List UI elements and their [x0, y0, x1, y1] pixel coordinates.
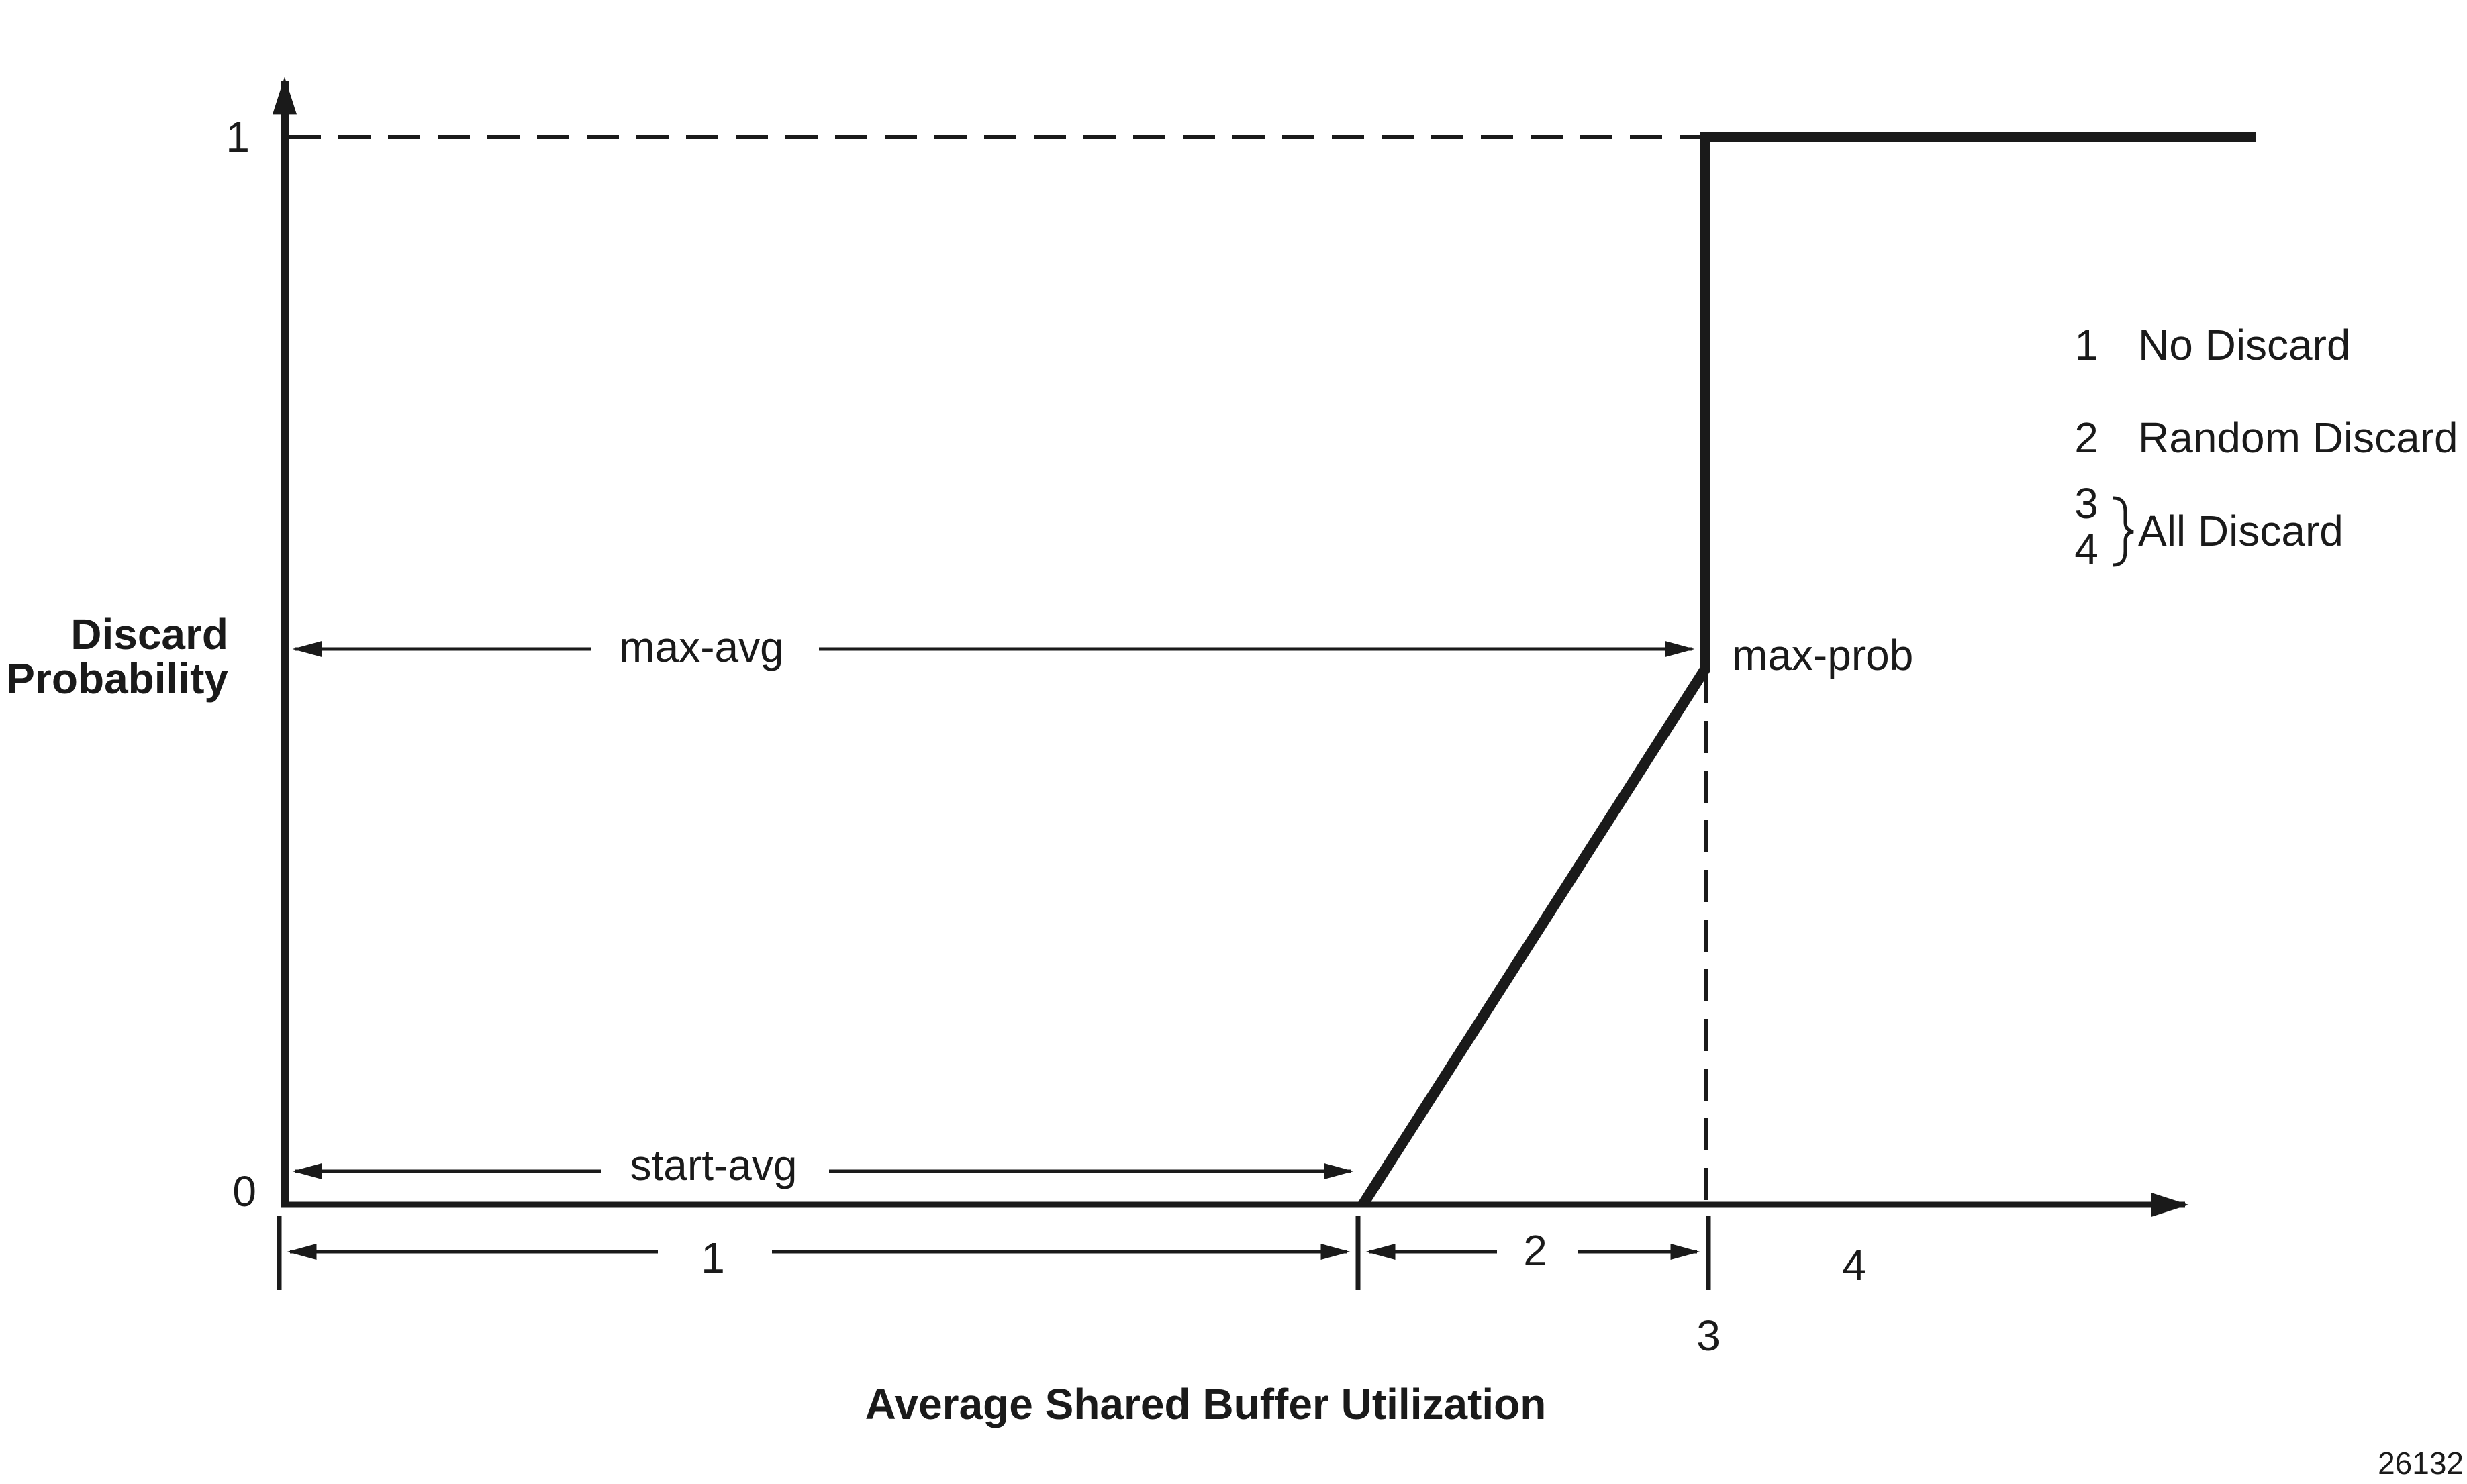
legend-item-2-number: 2: [2074, 413, 2098, 462]
figure-id: 26132: [2378, 1446, 2464, 1481]
legend-item-2-label: Random Discard: [2138, 413, 2458, 462]
max-avg-label: max-avg: [619, 623, 783, 671]
legend-item-1-label: No Discard: [2138, 321, 2351, 369]
region-3-label: 3: [1696, 1312, 1721, 1360]
x-axis-title: Average Shared Buffer Utilization: [865, 1380, 1547, 1428]
y-tick-bottom: 0: [232, 1167, 256, 1216]
legend-item-3-number-b: 4: [2074, 525, 2098, 573]
region-2-label: 2: [1523, 1226, 1547, 1275]
max-prob-label: max-prob: [1732, 631, 1913, 679]
y-axis-title-line2: Probability: [6, 654, 228, 703]
legend-brace-icon: [2113, 496, 2134, 567]
discard-probability-curve: [1358, 132, 2256, 1208]
legend: 1 No Discard 2 Random Discard 3 4 All Di…: [2074, 321, 2458, 573]
legend-item-3-number-a: 3: [2074, 479, 2098, 528]
region-4-label: 4: [1842, 1241, 1866, 1289]
y-tick-top: 1: [226, 113, 250, 161]
region-1-label: 1: [701, 1234, 725, 1282]
start-avg-label: start-avg: [630, 1141, 797, 1189]
legend-item-1-number: 1: [2074, 321, 2098, 369]
legend-item-3-label: All Discard: [2138, 507, 2343, 555]
y-axis-title-line1: Discard: [70, 610, 228, 658]
